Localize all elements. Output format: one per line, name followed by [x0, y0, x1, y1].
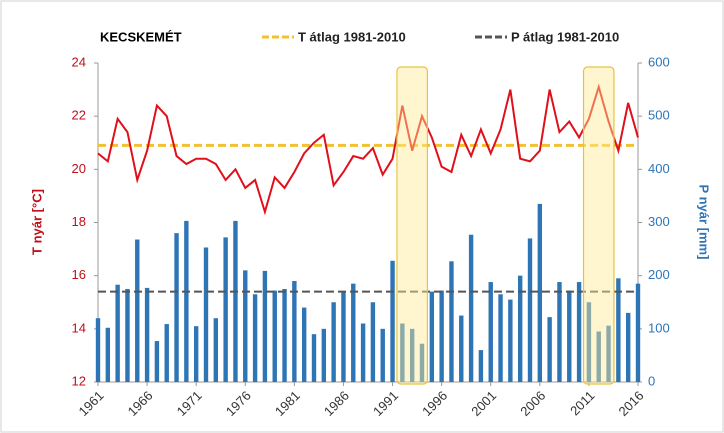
bar — [488, 282, 493, 382]
bar — [498, 294, 503, 382]
bar — [203, 247, 209, 382]
bar — [468, 234, 474, 382]
bar — [154, 341, 160, 382]
bar — [449, 261, 454, 382]
bar — [586, 302, 592, 382]
bar — [478, 350, 484, 382]
bar — [301, 307, 307, 382]
bar — [429, 291, 435, 382]
y2-tick-label: 200 — [648, 267, 670, 282]
line — [97, 83, 639, 216]
y2-tick-label: 500 — [648, 108, 670, 123]
bar — [174, 233, 179, 382]
bar — [351, 283, 356, 382]
bar — [331, 302, 336, 382]
bar — [537, 203, 543, 382]
y-tick-label: 16 — [72, 267, 86, 282]
y-tick-label: 24 — [72, 54, 86, 69]
bar — [223, 237, 228, 382]
bar — [233, 220, 238, 382]
bar — [282, 288, 287, 382]
bar — [517, 275, 523, 382]
bar — [95, 318, 101, 382]
y2-axis-label: P nyár [mm] — [697, 185, 712, 260]
bar — [115, 284, 120, 382]
bar — [547, 317, 552, 382]
highlight-box — [396, 66, 428, 385]
y2-tick-label: 600 — [648, 54, 670, 69]
bar — [419, 343, 425, 382]
legend-label: P átlag 1981-2010 — [511, 29, 619, 44]
bar — [400, 323, 405, 382]
bar — [508, 299, 513, 382]
bar — [527, 238, 533, 382]
bar — [193, 326, 199, 382]
bar — [616, 278, 621, 382]
y-tick-label: 12 — [72, 373, 86, 388]
bar — [576, 282, 582, 382]
bar — [311, 334, 317, 382]
bar — [262, 270, 268, 382]
bar — [213, 318, 219, 382]
bar — [360, 323, 366, 382]
bar — [184, 220, 189, 382]
bar — [144, 287, 150, 382]
bar — [370, 302, 376, 382]
bar — [341, 291, 346, 382]
bar — [125, 288, 130, 382]
bar — [567, 290, 572, 382]
bar — [409, 328, 415, 382]
bar — [321, 328, 327, 382]
y-tick-label: 18 — [72, 214, 86, 229]
bar — [380, 328, 385, 382]
bar — [459, 315, 464, 382]
bar — [243, 270, 248, 382]
chart-title: KECSKEMÉT — [100, 29, 182, 44]
y2-tick-label: 0 — [648, 373, 655, 388]
bar — [557, 282, 562, 382]
y2-tick-label: 400 — [648, 161, 670, 176]
bar — [439, 290, 444, 382]
bar — [292, 280, 297, 382]
y-tick-label: 20 — [72, 161, 86, 176]
legend-label: T átlag 1981-2010 — [298, 29, 406, 44]
bar — [135, 239, 140, 382]
y2-tick-label: 100 — [648, 320, 670, 335]
bar — [105, 327, 111, 382]
bar — [252, 294, 258, 382]
highlight-box — [582, 66, 615, 385]
y-axis-label: T nyár [°C] — [29, 189, 44, 255]
bar — [596, 331, 601, 382]
y-tick-label: 22 — [72, 108, 86, 123]
bar — [164, 324, 169, 382]
bar — [272, 290, 277, 382]
bar — [625, 312, 631, 382]
bar — [606, 325, 611, 382]
bar — [390, 260, 395, 382]
bar — [635, 283, 641, 382]
y2-tick-label: 300 — [648, 214, 670, 229]
y-tick-label: 14 — [72, 320, 86, 335]
